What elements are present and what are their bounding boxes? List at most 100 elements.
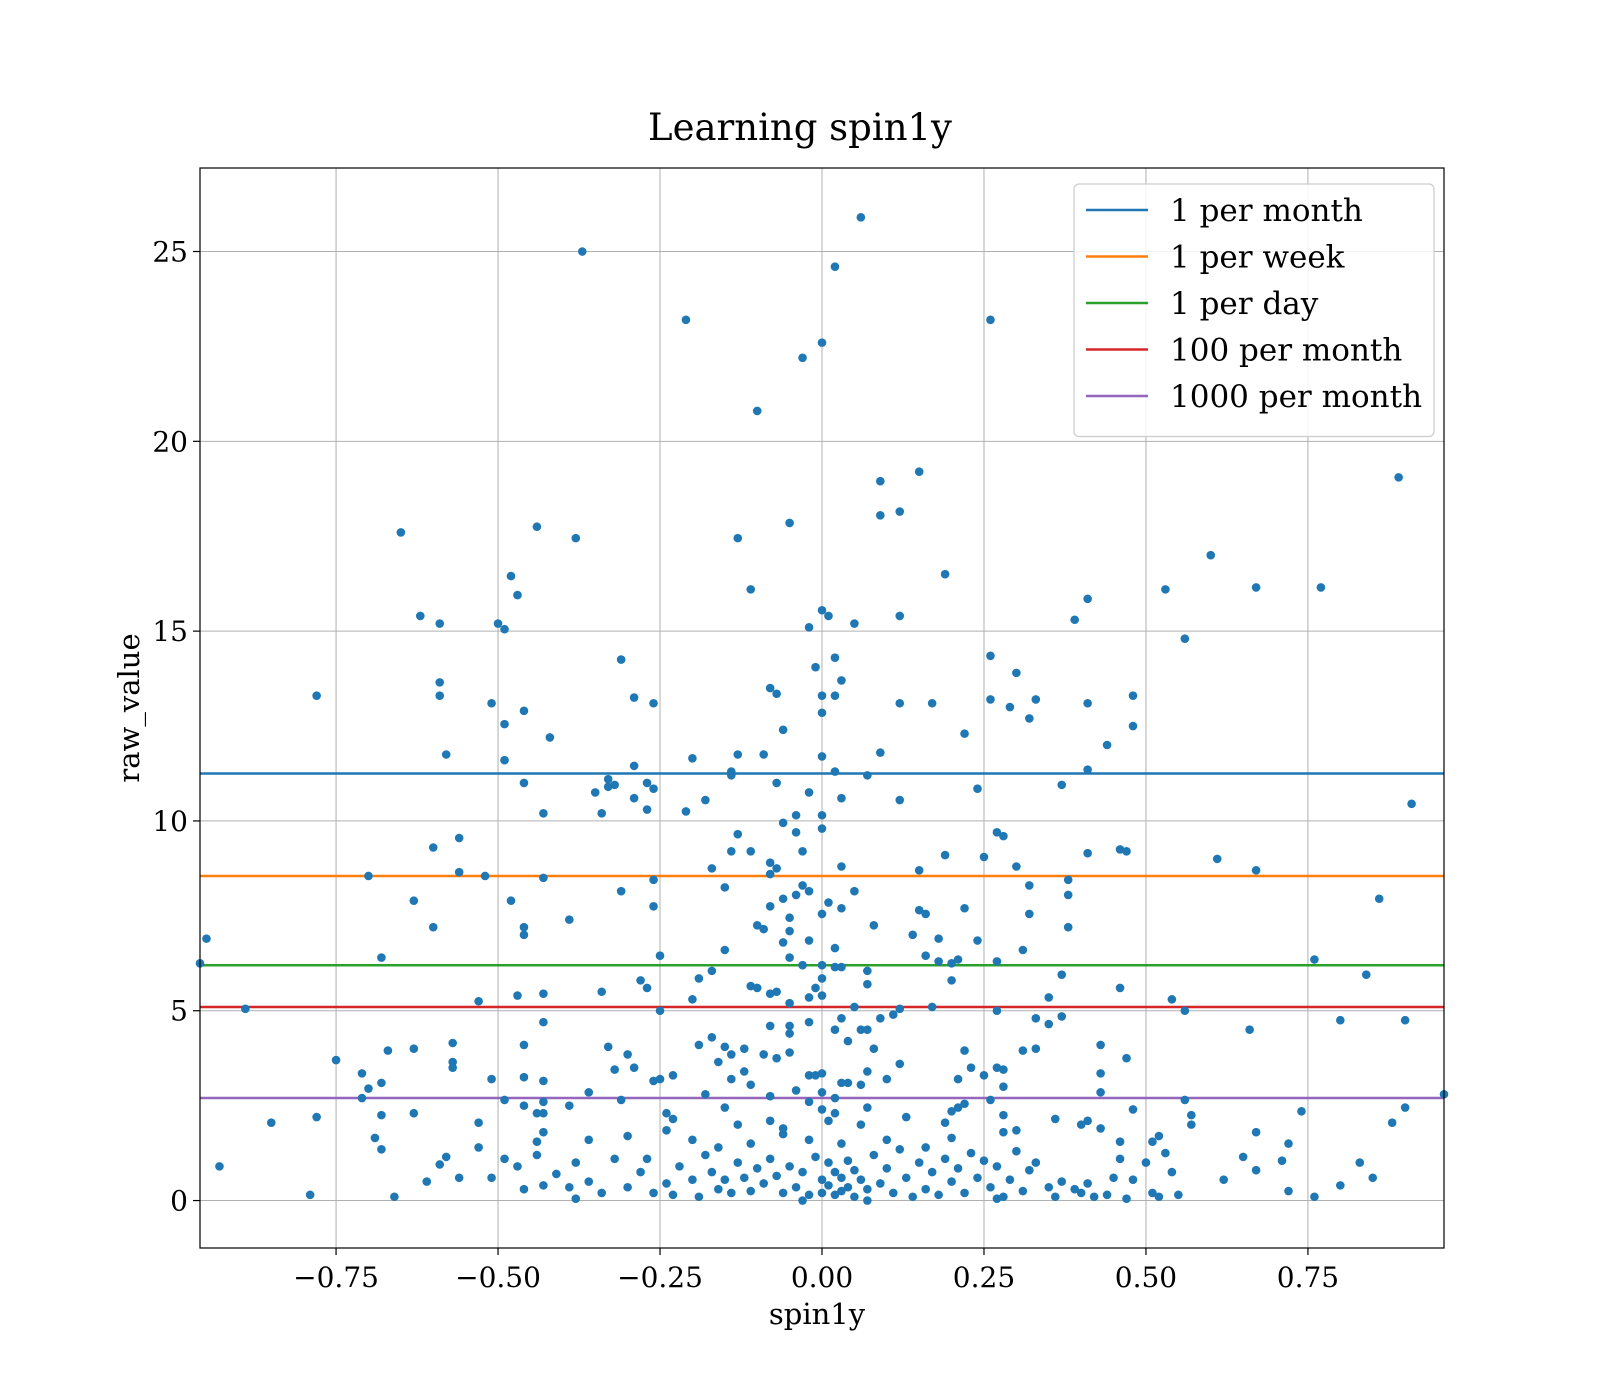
scatter-point xyxy=(215,1162,224,1171)
scatter-point xyxy=(739,1067,749,1076)
scatter-point xyxy=(1297,1107,1306,1116)
scatter-point xyxy=(1057,970,1067,979)
scatter-point xyxy=(811,983,820,993)
y-tick-label: 25 xyxy=(152,236,188,269)
legend-box xyxy=(1073,183,1435,438)
scatter-point xyxy=(817,810,827,820)
scatter-point xyxy=(707,1033,717,1042)
scatter-point xyxy=(1012,668,1021,678)
y-tick-layer: 0 5 10 15 20 25 xyxy=(152,236,200,1218)
scatter-point xyxy=(1154,1192,1164,1202)
scatter-point xyxy=(454,1173,464,1183)
scatter-point xyxy=(992,1194,1002,1203)
scatter-point xyxy=(804,1070,814,1080)
scatter-point xyxy=(688,995,697,1004)
scatter-point xyxy=(370,1133,380,1143)
scatter-point xyxy=(992,1063,1002,1072)
scatter-point xyxy=(532,1108,542,1118)
scatter-point xyxy=(746,585,756,594)
scatter-point xyxy=(895,1059,905,1069)
scatter-point xyxy=(377,1110,386,1120)
scatter-point xyxy=(1012,1126,1021,1135)
scatter-point xyxy=(565,915,574,924)
scatter-point xyxy=(409,896,419,905)
scatter-point xyxy=(636,1167,645,1177)
point-layer xyxy=(195,213,1449,1205)
scatter-point xyxy=(539,1127,548,1137)
scatter-point xyxy=(785,926,794,936)
scatter-point xyxy=(837,1078,846,1088)
scatter-point xyxy=(364,1084,373,1093)
scatter-point xyxy=(921,909,930,919)
scatter-point xyxy=(1336,1015,1345,1025)
scatter-point xyxy=(500,1095,509,1105)
scatter-point xyxy=(487,698,496,708)
scatter-point xyxy=(441,750,451,759)
legend-label: 1000 per month xyxy=(1170,379,1422,415)
scatter-point xyxy=(746,981,756,991)
scatter-point xyxy=(1128,691,1138,700)
scatter-point xyxy=(694,1192,704,1202)
scatter-point xyxy=(804,788,814,797)
scatter-point xyxy=(992,957,1002,966)
scatter-point xyxy=(791,810,801,820)
scatter-point xyxy=(1089,1192,1099,1202)
scatter-point xyxy=(746,1080,756,1090)
scatter-point xyxy=(1083,698,1092,708)
scatter-point xyxy=(636,976,645,985)
scatter-point xyxy=(882,1074,892,1084)
scatter-point xyxy=(1005,1175,1015,1184)
scatter-point xyxy=(1096,1088,1105,1097)
scatter-point xyxy=(519,930,529,940)
scatter-point xyxy=(830,1108,840,1118)
scatter-point xyxy=(772,987,781,997)
scatter-point xyxy=(940,1154,950,1164)
scatter-point xyxy=(856,213,866,222)
scatter-point xyxy=(895,1004,905,1014)
scatter-point xyxy=(1212,854,1222,864)
scatter-point xyxy=(1161,1148,1170,1158)
scatter-point xyxy=(798,353,807,363)
scatter-point xyxy=(817,708,827,718)
scatter-point xyxy=(1128,1175,1138,1184)
scatter-point xyxy=(765,869,775,879)
scatter-point xyxy=(850,1192,859,1202)
scatter-point xyxy=(778,818,788,828)
scatter-point xyxy=(798,1196,807,1205)
scatter-point xyxy=(616,655,626,664)
scatter-point xyxy=(519,1101,529,1110)
chart-title: Learning spin1y xyxy=(648,106,952,149)
scatter-point xyxy=(901,1112,911,1122)
scatter-point xyxy=(927,698,937,708)
scatter-point xyxy=(584,1177,594,1186)
scatter-point xyxy=(642,1154,652,1164)
scatter-point xyxy=(1115,1137,1125,1147)
scatter-point xyxy=(448,1063,457,1072)
scatter-point xyxy=(863,1025,872,1035)
scatter-point xyxy=(992,828,1002,837)
scatter-point xyxy=(1096,1124,1105,1133)
scatter-point xyxy=(649,698,658,708)
scatter-point xyxy=(1122,1194,1131,1203)
scatter-point xyxy=(837,1186,846,1196)
scatter-point xyxy=(357,1093,367,1103)
scatter-point xyxy=(519,1072,529,1082)
scatter-point xyxy=(837,1014,846,1023)
scatter-point xyxy=(785,998,794,1008)
scatter-point xyxy=(752,406,762,416)
scatter-point xyxy=(914,905,924,915)
scatter-point xyxy=(1031,1044,1041,1054)
scatter-point xyxy=(714,1184,723,1194)
scatter-point xyxy=(798,881,807,890)
scatter-point xyxy=(901,1173,911,1183)
scatter-point xyxy=(830,962,840,972)
scatter-point xyxy=(772,778,781,788)
scatter-point xyxy=(1031,695,1041,704)
scatter-point xyxy=(895,611,905,621)
scatter-point xyxy=(1387,1118,1397,1128)
scatter-point xyxy=(545,733,555,742)
scatter-point xyxy=(888,1010,898,1019)
scatter-point xyxy=(1180,634,1190,644)
scatter-point xyxy=(1161,585,1170,594)
